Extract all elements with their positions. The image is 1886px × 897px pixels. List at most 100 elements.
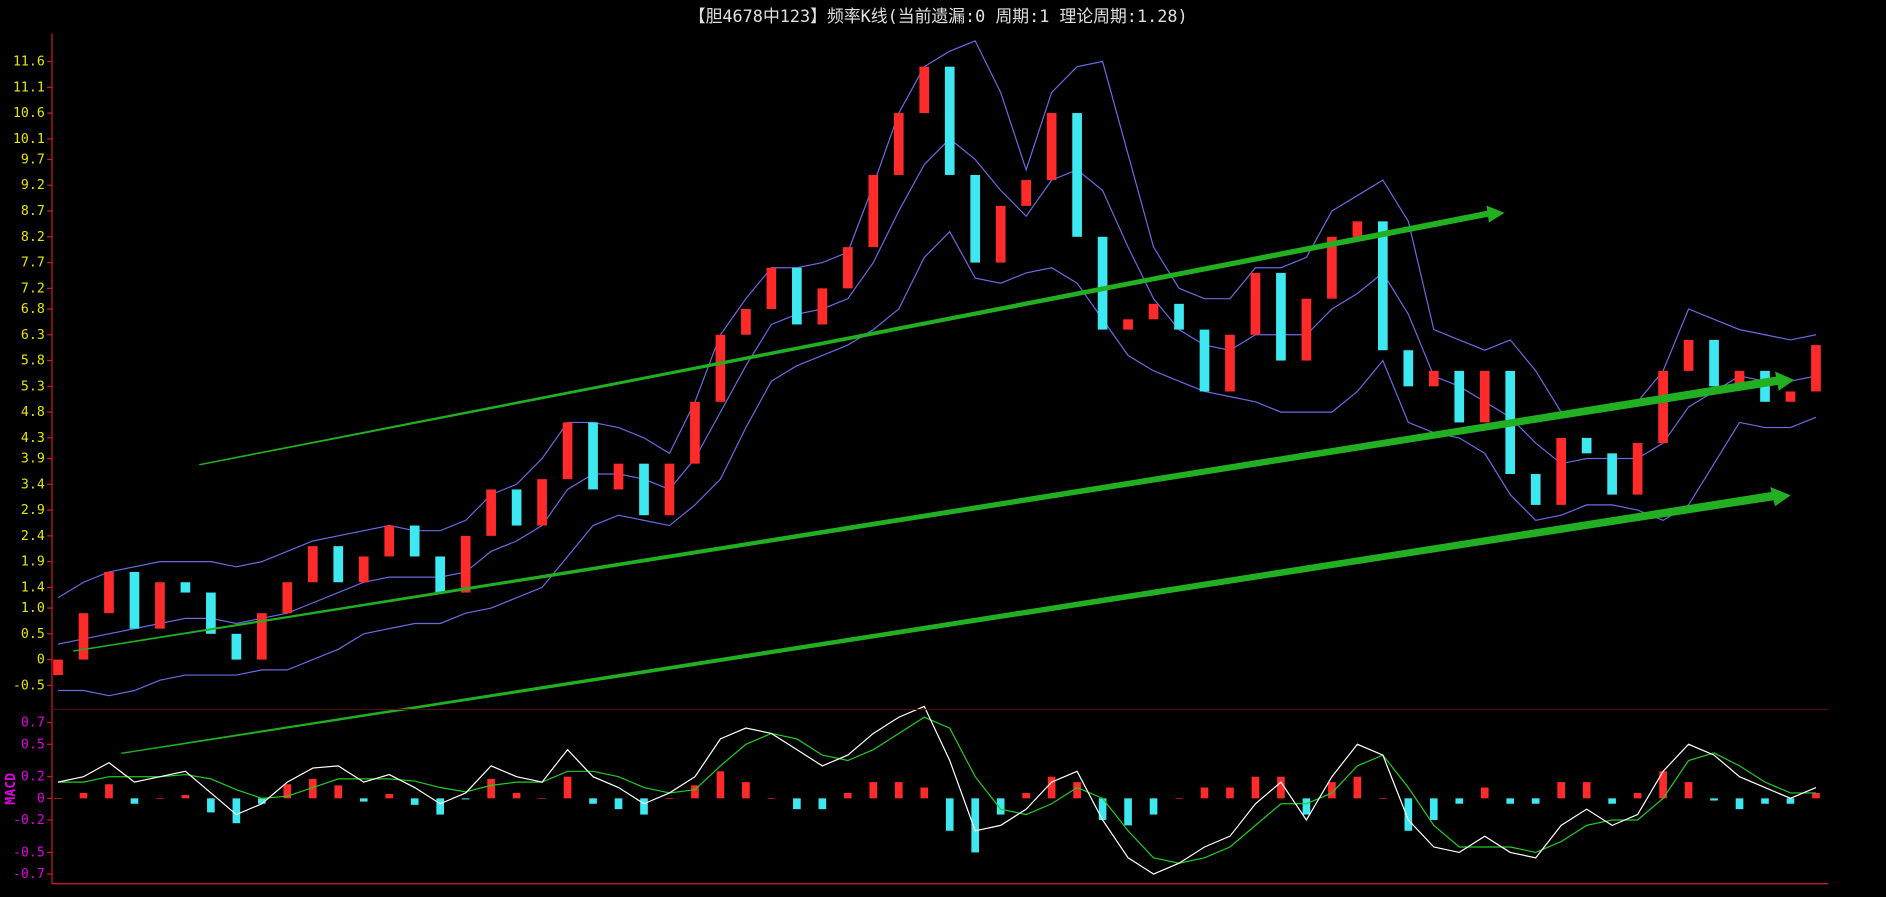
macd-bar — [1098, 798, 1107, 820]
y-tick-label: 6.8 — [21, 302, 45, 317]
candle-up — [766, 267, 777, 309]
candle-down — [1454, 370, 1465, 423]
trend-line — [198, 210, 1491, 466]
macd-bar — [1022, 792, 1030, 799]
macd-bar — [818, 798, 827, 810]
candle-down — [1276, 272, 1286, 361]
candle-up — [1632, 443, 1643, 495]
arrow-head — [1775, 371, 1795, 391]
macd-bar — [1429, 798, 1438, 820]
candle-down — [944, 66, 955, 175]
candle-up — [1479, 370, 1490, 423]
y-tick-label: 8.2 — [21, 230, 45, 245]
y-tick-label: 0.5 — [21, 737, 45, 752]
candle-down — [792, 267, 802, 325]
candle-down — [1581, 437, 1592, 454]
candle-up — [155, 582, 165, 629]
y-tick-label: 11.6 — [13, 55, 45, 70]
candle-down — [511, 489, 522, 526]
candle-down — [1709, 339, 1719, 387]
y-tick-label: 5.8 — [21, 354, 45, 369]
macd-bar — [996, 798, 1005, 815]
line-dif — [57, 705, 1817, 875]
trend-line — [72, 376, 1779, 652]
candle-down — [180, 582, 191, 593]
y-tick-label: 2.9 — [21, 503, 45, 518]
macd-bar — [640, 798, 648, 815]
candle-up — [1683, 339, 1694, 371]
macd-bar — [283, 784, 292, 799]
candle-up — [1658, 370, 1668, 444]
candle-up — [741, 308, 751, 335]
y-tick-label: 1.0 — [21, 601, 45, 616]
macd-bar — [894, 782, 903, 799]
y-tick-label: 10.1 — [13, 132, 45, 147]
macd-bar — [308, 778, 317, 799]
y-tick-label: -0.5 — [13, 845, 45, 860]
y-tick-label: 6.3 — [21, 328, 45, 343]
macd-bar — [793, 798, 801, 810]
macd-bar — [1710, 798, 1718, 801]
y-tick-label: 10.6 — [13, 106, 45, 121]
candle-down — [1097, 236, 1108, 330]
candle-up — [1021, 180, 1031, 206]
macd-bar — [1761, 798, 1769, 804]
y-tick-label: 4.3 — [21, 431, 45, 446]
macd-bar — [1633, 792, 1642, 799]
macd-bar — [410, 798, 419, 805]
y-tick-label: 0 — [37, 791, 45, 806]
y-tick-label: 5.3 — [21, 379, 45, 394]
candle-up — [1785, 391, 1796, 402]
line-middle — [57, 138, 1817, 645]
candle-up — [1225, 334, 1235, 392]
macd-bar — [1149, 798, 1158, 815]
y-tick-label: 0.7 — [21, 716, 45, 731]
line-dea — [58, 716, 1816, 864]
line-upper — [57, 40, 1817, 599]
candle-down — [1072, 113, 1082, 237]
candle-down — [435, 556, 446, 593]
chart-title: 【胆4678中123】频率K线(当前遗漏:0 周期:1 理论周期:1.28) — [689, 6, 1188, 26]
macd-bar — [1379, 798, 1387, 799]
candle-down — [1377, 221, 1388, 351]
plot-area: -0.5 0 0.5 1.0 1.4 1.9 2.4 2.9 3.4 3.9 4.3 4.8 5.3 5.… — [13, 40, 1821, 882]
y-tick-label: 1.4 — [21, 580, 45, 595]
candle-down — [1174, 303, 1184, 330]
macd-bar — [538, 798, 546, 799]
macd-bar — [1277, 776, 1285, 799]
candle-up — [919, 66, 930, 114]
candle-up — [1352, 221, 1363, 237]
macd-bar — [512, 792, 521, 799]
candle-up — [868, 174, 879, 248]
y-tick-label: 1.9 — [21, 555, 45, 570]
macd-bar — [1684, 782, 1693, 799]
candle-down — [1530, 473, 1541, 505]
y-tick-label: 9.7 — [21, 152, 45, 167]
macd-bar — [487, 778, 495, 799]
candle-up — [1734, 370, 1745, 387]
candle-down — [588, 422, 598, 490]
y-tick-label: -0.2 — [13, 813, 45, 828]
macd-bar — [258, 798, 266, 804]
macd-bar — [1175, 798, 1183, 799]
macd-bar — [1353, 776, 1362, 799]
macd-bar — [1226, 787, 1234, 799]
macd-bar — [869, 782, 878, 799]
macd-bar — [1608, 798, 1616, 804]
candle-up — [358, 556, 369, 583]
macd-bar — [691, 785, 699, 799]
macd-bar — [1659, 771, 1667, 799]
macd-bar — [1302, 798, 1311, 815]
candle-up — [282, 582, 293, 614]
candle-down — [333, 546, 344, 583]
macd-bar — [105, 784, 113, 799]
candle-up — [817, 288, 828, 325]
candle-down — [970, 174, 981, 263]
macd-bar — [665, 798, 674, 799]
macd-bar — [181, 795, 190, 799]
macd-bar — [563, 776, 572, 799]
arrow-head — [1486, 205, 1505, 223]
candle-up — [995, 205, 1006, 263]
